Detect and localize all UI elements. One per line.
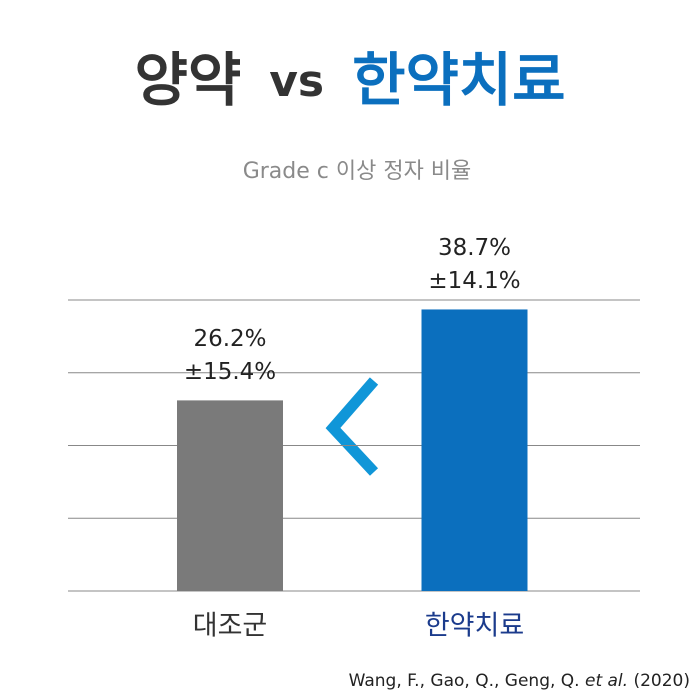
bar (177, 400, 283, 591)
title-part: 한약치료 (352, 46, 565, 114)
error-label: ±14.1% (428, 268, 520, 294)
title-part: vs (269, 56, 324, 107)
source-citation: Wang, F., Gao, Q., Geng, Q. et al. (2020… (349, 671, 690, 691)
source-part: (2020) (628, 671, 690, 691)
x-tick-label: 대조군 (193, 611, 268, 642)
title-part: 양약 (134, 46, 241, 114)
x-tick-label: 한약치료 (425, 611, 524, 642)
bar (421, 309, 528, 591)
error-label: ±15.4% (184, 359, 276, 385)
value-label: 26.2% (193, 326, 266, 352)
chart-subtitle: Grade c 이상 정자 비율 (243, 159, 472, 184)
chart-title: 양약 vs 한약치료 (134, 46, 565, 114)
source-part: Wang, F., Gao, Q., Geng, Q. (349, 671, 585, 691)
value-label: 38.7% (438, 235, 511, 261)
source-part: et al. (585, 671, 628, 691)
comparison-chevron (325, 377, 379, 476)
